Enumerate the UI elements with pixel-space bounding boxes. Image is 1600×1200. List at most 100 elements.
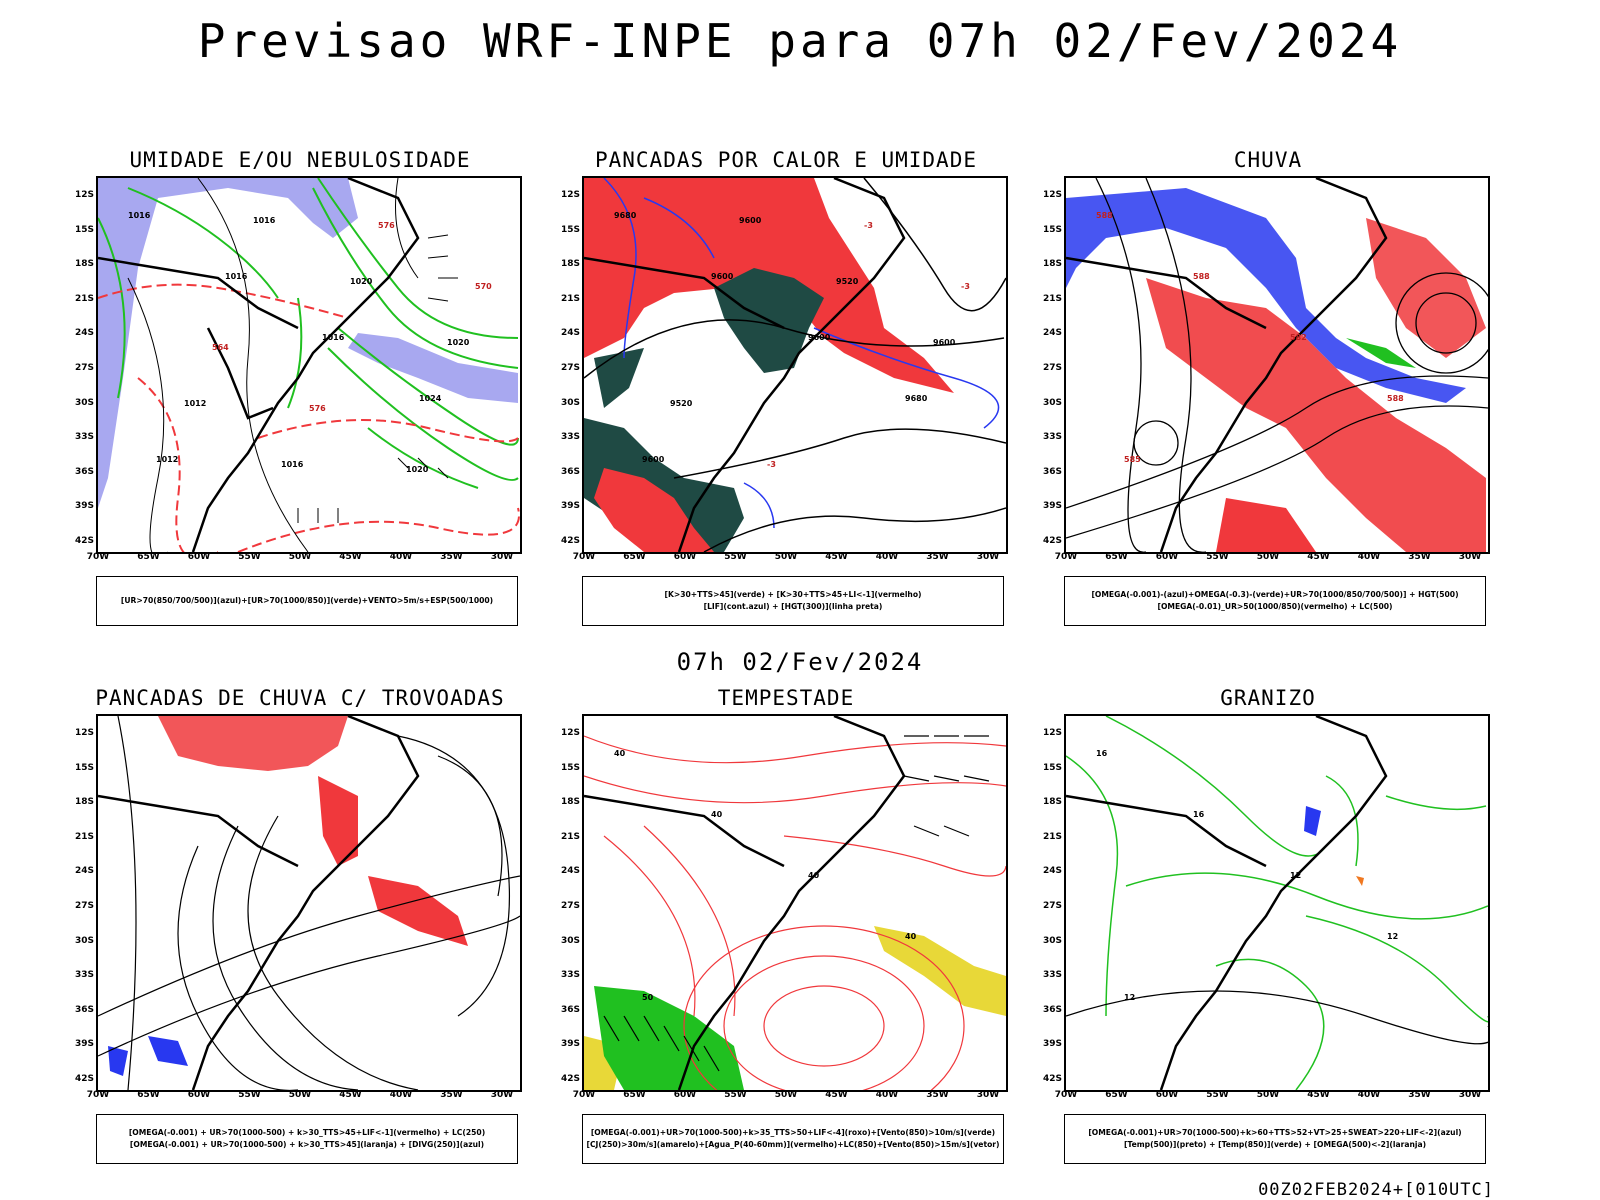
streamline	[437, 755, 503, 897]
green-temp-contour	[1385, 795, 1487, 811]
legend-line: [OMEGA(-0.01)_UR>50(1000/850)(vermelho) …	[1157, 602, 1393, 611]
streamline	[117, 716, 137, 1090]
green-temp-contour	[1215, 958, 1325, 1090]
blue-lif-contour	[743, 482, 775, 529]
wind-vectors	[603, 735, 990, 1072]
coastline	[677, 716, 906, 1090]
latitude-tick-label: 15S	[74, 762, 94, 773]
contour-value-label: 1020	[447, 338, 470, 347]
latitude-tick-label: 18S	[560, 797, 580, 808]
contour-value-label: 1016	[225, 272, 248, 281]
black-hgt-contour	[1095, 178, 1146, 552]
streamline	[98, 875, 520, 1017]
green-contour	[98, 217, 126, 399]
country-border	[584, 256, 785, 330]
contour-value-label: 9520	[670, 399, 693, 408]
latitude-tick-label: 42S	[560, 536, 580, 546]
latitude-tick-label: 42S	[1042, 1074, 1062, 1084]
red-rain-area	[1366, 218, 1486, 358]
latitude-tick-label: 30S	[74, 935, 94, 946]
latitude-tick-label: 21S	[74, 831, 94, 842]
latitude-tick-label: 27S	[74, 363, 94, 373]
latitude-tick-label: 30S	[1042, 935, 1062, 946]
longitude-tick-label: 40W	[1357, 1090, 1381, 1100]
streamline	[247, 815, 419, 1090]
latitude-tick-label: 42S	[74, 536, 94, 546]
contour-value-label: 576	[378, 221, 395, 230]
longitude-tick-label: 35W	[440, 1090, 463, 1100]
contour-value-label: 12	[1290, 871, 1301, 880]
latitude-tick-label: 21S	[560, 293, 580, 304]
latitude-tick-label: 21S	[1042, 293, 1062, 304]
longitude-tick-label: 45W	[825, 552, 848, 562]
green-omega-area	[1346, 338, 1416, 368]
lavender-band	[348, 333, 518, 403]
map-layers: 1016 1016 1016 1024 1012 1016 1020 1020 1012 1016…	[98, 178, 520, 552]
red-storm-area	[368, 876, 468, 946]
panel-title: CHUVA	[1233, 148, 1303, 172]
contour-value-label: 16	[1096, 749, 1108, 758]
latitude-tick-label: 39S	[560, 1039, 580, 1050]
black-hgt-contour	[703, 507, 1006, 552]
contour-value-label: 12	[1124, 993, 1135, 1002]
coastline	[1159, 716, 1388, 1090]
contour-value-label: 9600	[642, 455, 665, 464]
country-border	[1066, 256, 1267, 330]
latitude-tick-label: 27S	[560, 901, 580, 911]
latitude-tick-label: 21S	[560, 831, 580, 842]
longitude-tick-label: 30W	[490, 1090, 514, 1100]
contour-value-label: 585	[1124, 455, 1141, 464]
latitude-tick-label: 39S	[74, 1039, 94, 1050]
latitude-tick-label: 27S	[1042, 363, 1062, 373]
wind-arrows	[297, 234, 458, 523]
legend-line: [OMEGA(-0.001)-(azul)+OMEGA(-0.3)-(verde…	[1091, 590, 1459, 599]
country-border	[1066, 794, 1267, 868]
low-center-contour	[1133, 420, 1179, 466]
longitude-tick-label: 45W	[339, 1090, 362, 1100]
panel-legend: [OMEGA(-0.001) + UR>70(1000-500) + k>30_…	[96, 1114, 518, 1164]
longitude-tick-label: 70W	[86, 1090, 110, 1100]
longitude-tick-label: 40W	[875, 1090, 899, 1100]
blue-lif-contour	[643, 197, 715, 259]
contour-value-label: 16	[1193, 810, 1205, 819]
contour-value-label: 588	[1096, 211, 1113, 220]
panel-legend: [K>30+TTS>45](verde) + [K>30+TTS>45+LI<-…	[582, 576, 1004, 626]
contour-value-label: 588	[1193, 272, 1210, 281]
latitude-tick-label: 36S	[1042, 466, 1062, 477]
latitude-tick-label: 18S	[1042, 797, 1062, 808]
blue-lif-contour	[603, 178, 637, 359]
black-hgt-contour	[1145, 178, 1206, 552]
darkgreen-area	[594, 348, 644, 408]
contour-value-label: 1016	[253, 216, 276, 225]
latitude-tick-label: 27S	[560, 363, 580, 373]
longitude-tick-label: 70W	[1054, 1090, 1078, 1100]
latitude-tick-label: 33S	[74, 970, 94, 981]
red-closed-contour	[763, 985, 885, 1067]
streamline	[212, 825, 359, 1090]
latitude-tick-label: 15S	[560, 224, 580, 235]
contour-value-label: 1012	[184, 399, 206, 408]
latitude-tick-label: 12S	[74, 190, 94, 200]
red-closed-contour	[683, 925, 965, 1090]
longitude-tick-label: 55W	[724, 1090, 747, 1100]
low-center-contour	[1395, 272, 1488, 374]
longitude-tick-label: 30W	[976, 1090, 1000, 1100]
longitude-tick-label: 65W	[137, 552, 160, 562]
longitude-tick-label: 35W	[1408, 552, 1431, 562]
latitude-tick-label: 30S	[74, 397, 94, 408]
longitude-tick-label: 35W	[440, 552, 463, 562]
longitude-tick-label: 50W	[288, 552, 312, 562]
map-layers: 588 588 582 588 585	[1066, 178, 1488, 552]
latitude-tick-label: 36S	[74, 1004, 94, 1015]
longitude-tick-label: 35W	[926, 1090, 949, 1100]
longitude-tick-label: 55W	[238, 1090, 261, 1100]
longitude-tick-label: 40W	[389, 1090, 413, 1100]
panel-tempestade: TEMPESTADE 40 40 40 40 50 12S 15S 18S 21S 24S 27S…	[546, 686, 1026, 1166]
red-storm-area	[318, 776, 358, 866]
latitude-tick-label: 33S	[1042, 432, 1062, 443]
latitude-tick-label: 24S	[1042, 866, 1062, 877]
latitude-tick-label: 18S	[74, 797, 94, 808]
country-border	[584, 794, 785, 868]
map-layers	[98, 716, 520, 1090]
yellow-jet-area	[874, 926, 1006, 1016]
